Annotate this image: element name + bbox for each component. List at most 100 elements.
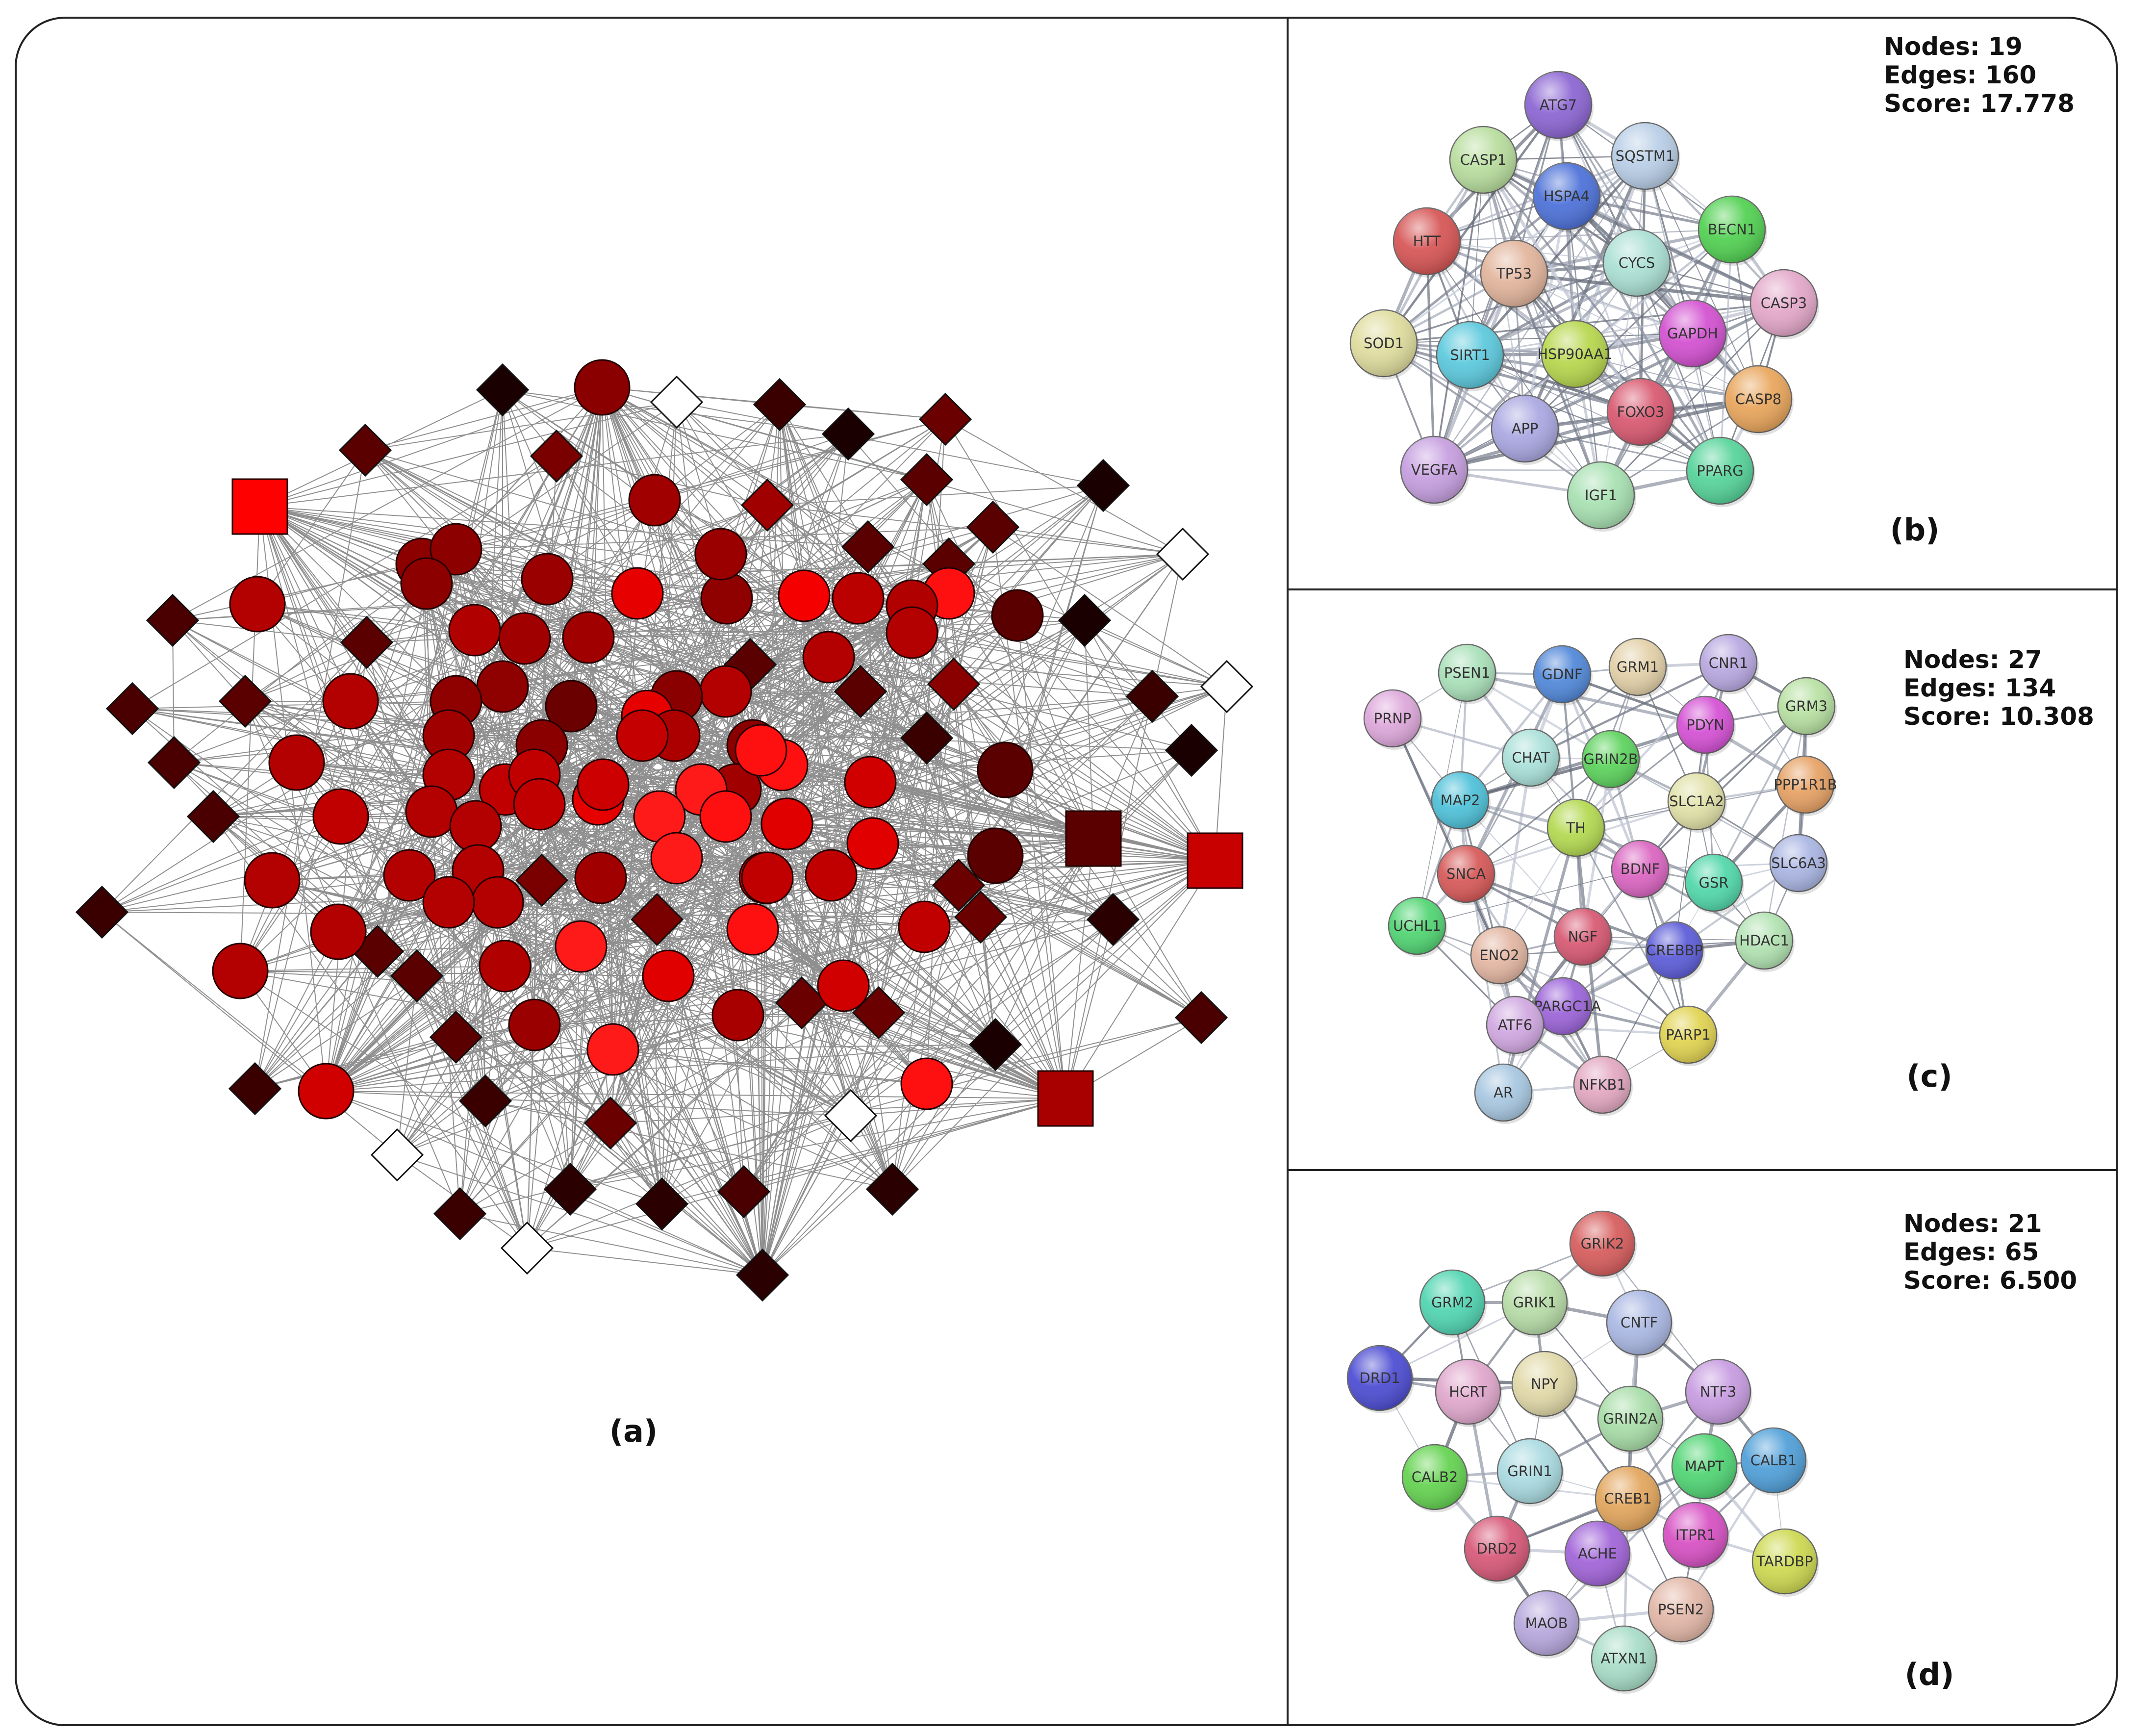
panel-b-edge bbox=[1383, 195, 1568, 344]
panel-c-node-label: TH bbox=[1566, 819, 1586, 836]
panel-c-node-label: AR bbox=[1494, 1084, 1513, 1101]
panel-a-diamond-node bbox=[340, 615, 394, 669]
panel-c-node: AR bbox=[1474, 1063, 1534, 1124]
panel-a-diamond-node bbox=[932, 858, 986, 912]
panel-a-square-node bbox=[1065, 810, 1122, 867]
panel-c-nodes: PSEN1 GDNF GRM1 CNR1 PRNP GRM3 PDYN CHAT GRIN2B P… bbox=[1363, 634, 1837, 1124]
panel-a-circle-node bbox=[229, 576, 286, 633]
node-gloss bbox=[1700, 635, 1757, 691]
panel-c-node-label: NFKB1 bbox=[1579, 1076, 1626, 1093]
panel-b-node: GAPDH bbox=[1658, 299, 1728, 370]
panel-d-node: CALB2 bbox=[1401, 1444, 1469, 1512]
panel-d-node-label: GRIK1 bbox=[1513, 1294, 1557, 1311]
node-gloss bbox=[1565, 1521, 1630, 1586]
panel-b-edge bbox=[1469, 155, 1646, 356]
panel-a-diamond-node bbox=[75, 885, 129, 939]
node-gloss bbox=[1777, 756, 1834, 813]
panel-d-node: DRD1 bbox=[1346, 1345, 1414, 1413]
panel-d-caption: (d) bbox=[1904, 1657, 1954, 1692]
panel-c-node: SLC1A2 bbox=[1667, 772, 1727, 833]
panel-a-square-node bbox=[1037, 1070, 1094, 1127]
panel-a-circle-node bbox=[616, 709, 669, 762]
panel-a-diamond-node bbox=[927, 657, 981, 711]
panel-c-node-label: SLC1A2 bbox=[1669, 793, 1724, 810]
panel-c-node-label: CHAT bbox=[1512, 749, 1550, 766]
node-gloss bbox=[1574, 1056, 1631, 1113]
panel-d-node-label: DRD2 bbox=[1476, 1540, 1517, 1557]
panel-a-circle-node bbox=[778, 569, 831, 622]
panel-b-edge bbox=[1566, 195, 1759, 400]
panel-b-edge bbox=[1636, 262, 1721, 471]
panel-a-circle-node bbox=[244, 852, 301, 909]
panel-d-node: GRIK1 bbox=[1501, 1269, 1569, 1338]
panel-b-edge bbox=[1513, 273, 1602, 496]
panel-c-node: SLC6A3 bbox=[1769, 834, 1829, 894]
panel-c-node: UCHL1 bbox=[1388, 896, 1447, 957]
node-gloss bbox=[1648, 1577, 1713, 1642]
panel-a-diamond-node bbox=[1165, 723, 1218, 777]
node-gloss bbox=[1535, 978, 1592, 1035]
panel-b-edge bbox=[1557, 104, 1694, 334]
panel-c-edge bbox=[1530, 662, 1729, 759]
node-gloss bbox=[1778, 678, 1835, 735]
node-gloss bbox=[1582, 731, 1639, 788]
panel-d-node-label: GRIN1 bbox=[1507, 1463, 1552, 1480]
panel-c-node-label: CNR1 bbox=[1709, 655, 1749, 671]
node-gloss bbox=[1646, 922, 1703, 979]
node-gloss bbox=[1533, 163, 1600, 230]
panel-c-node: PDYN bbox=[1676, 695, 1736, 756]
node-gloss bbox=[1698, 196, 1765, 263]
panel-a-circle-node bbox=[817, 959, 870, 1012]
panel-c-node: GDNF bbox=[1533, 645, 1593, 706]
panel-d-node-label: PSEN2 bbox=[1658, 1601, 1704, 1618]
panel-d-node: PSEN2 bbox=[1647, 1576, 1715, 1645]
node-gloss bbox=[1402, 1445, 1467, 1509]
node-gloss bbox=[1592, 1626, 1656, 1691]
panel-a-diamond-node bbox=[968, 1018, 1022, 1072]
panel-a-circle-node bbox=[498, 612, 551, 665]
panel-d-node: ACHE bbox=[1564, 1520, 1632, 1589]
panel-b-node: CASP3 bbox=[1749, 269, 1819, 339]
panel-d-node-label: ITPR1 bbox=[1675, 1527, 1716, 1543]
panel-a-diamond-node bbox=[1174, 991, 1228, 1045]
panel-c-edge bbox=[1466, 758, 1611, 875]
panel-d-node-label: CNTF bbox=[1621, 1314, 1658, 1331]
panel-a-circle-node bbox=[508, 998, 561, 1051]
panel-a-diamond-node bbox=[390, 949, 444, 1003]
panel-a-circle-node bbox=[611, 567, 664, 620]
panel-a-circle-node bbox=[977, 741, 1034, 798]
panel-a-circle-node bbox=[805, 849, 858, 902]
panel-c-node-label: PARP1 bbox=[1666, 1026, 1711, 1043]
panel-c-node: ENO2 bbox=[1470, 926, 1530, 987]
panel-b-node-label: HSP90AA1 bbox=[1537, 346, 1613, 362]
panel-a-circle-node bbox=[405, 785, 458, 838]
node-gloss bbox=[1612, 841, 1669, 897]
panel-c-node: CNR1 bbox=[1699, 634, 1759, 694]
panel-a-diamond-node bbox=[530, 429, 583, 483]
panel-b-node: CASP8 bbox=[1724, 365, 1794, 435]
panel-b-node-label: HTT bbox=[1413, 233, 1441, 250]
panel-a-circle-node bbox=[310, 903, 367, 960]
panel-d-node-label: GRIK2 bbox=[1581, 1235, 1624, 1252]
panel-b-edges-stat: Edges: 160 bbox=[1884, 61, 2036, 89]
panel-d-node-label: NTF3 bbox=[1700, 1383, 1737, 1400]
panel-b-edge bbox=[1565, 195, 1722, 472]
panel-d-node: CALB1 bbox=[1740, 1427, 1808, 1496]
node-gloss bbox=[1609, 638, 1666, 695]
panel-c-node: NFKB1 bbox=[1573, 1055, 1633, 1116]
panel-b-node: IGF1 bbox=[1567, 461, 1636, 532]
panel-b-edge bbox=[1514, 273, 1759, 400]
panel-a-diamond-node bbox=[105, 682, 159, 736]
panel-c-node: PPP1R1B bbox=[1774, 755, 1837, 816]
panel-c-node-label: PSEN1 bbox=[1444, 664, 1490, 681]
panel-a-diamond-node bbox=[338, 423, 392, 477]
panel-b-node-label: IGF1 bbox=[1585, 487, 1617, 504]
panel-a-circle-node bbox=[268, 734, 325, 791]
panel-d-node: GRM2 bbox=[1419, 1269, 1487, 1338]
node-gloss bbox=[1525, 72, 1592, 138]
node-gloss bbox=[1481, 240, 1547, 307]
panel-a-circle-node bbox=[383, 849, 436, 902]
panel-a-circle-node bbox=[574, 851, 627, 904]
node-gloss bbox=[1436, 1359, 1500, 1424]
panel-b-node: APP bbox=[1491, 394, 1560, 465]
